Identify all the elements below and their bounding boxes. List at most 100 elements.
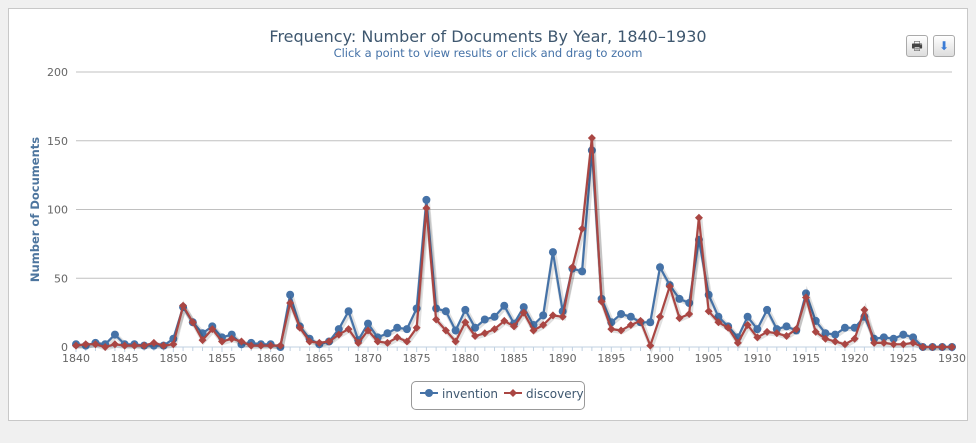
data-point[interactable] (938, 343, 947, 351)
data-point[interactable] (821, 334, 830, 343)
data-point[interactable] (704, 307, 713, 316)
data-point[interactable] (500, 316, 509, 325)
data-point[interactable] (305, 337, 314, 346)
data-point[interactable] (325, 337, 334, 346)
data-point[interactable] (159, 341, 168, 350)
data-point[interactable] (393, 323, 402, 332)
data-point[interactable] (811, 327, 820, 336)
data-point[interactable] (578, 267, 587, 276)
data-point[interactable] (334, 325, 343, 334)
data-point[interactable] (889, 334, 898, 343)
data-point[interactable] (72, 341, 80, 350)
data-point[interactable] (928, 343, 937, 351)
data-point[interactable] (840, 323, 849, 332)
data-point[interactable] (763, 305, 772, 314)
data-point[interactable] (286, 299, 295, 307)
data-point[interactable] (402, 325, 411, 334)
data-point[interactable] (694, 213, 703, 222)
data-point[interactable] (510, 322, 518, 331)
data-point[interactable] (286, 290, 295, 299)
data-point[interactable] (617, 310, 626, 318)
data-point[interactable] (753, 333, 762, 342)
data-point[interactable] (519, 303, 528, 312)
data-point[interactable] (354, 338, 363, 347)
data-point[interactable] (237, 337, 246, 346)
data-point[interactable] (149, 338, 158, 347)
data-point[interactable] (81, 340, 90, 349)
data-point[interactable] (772, 325, 781, 334)
data-point[interactable] (110, 330, 119, 339)
data-point[interactable] (548, 248, 557, 257)
data-point[interactable] (733, 338, 742, 347)
data-point[interactable] (568, 263, 577, 272)
legend-item-invention[interactable]: invention (420, 387, 498, 401)
data-point[interactable] (383, 338, 392, 347)
data-point[interactable] (782, 332, 791, 340)
download-button[interactable]: ⬇ (933, 35, 955, 57)
data-point[interactable] (432, 315, 441, 324)
data-point[interactable] (529, 326, 538, 335)
data-point[interactable] (266, 341, 275, 350)
data-point[interactable] (918, 343, 927, 351)
data-point[interactable] (91, 340, 100, 349)
data-point[interactable] (110, 340, 119, 349)
data-point[interactable] (724, 323, 733, 332)
data-point[interactable] (617, 326, 626, 335)
data-point[interactable] (402, 337, 411, 346)
data-point[interactable] (295, 323, 304, 332)
data-point[interactable] (558, 312, 567, 321)
data-point[interactable] (169, 340, 178, 349)
data-point[interactable] (675, 294, 684, 303)
data-point[interactable] (461, 305, 470, 314)
data-point[interactable] (422, 204, 431, 213)
data-point[interactable] (218, 337, 226, 346)
data-point[interactable] (480, 315, 489, 324)
data-point[interactable] (597, 297, 606, 306)
data-point[interactable] (899, 330, 908, 339)
data-point[interactable] (626, 321, 635, 329)
data-point[interactable] (519, 308, 528, 317)
data-point[interactable] (840, 340, 849, 349)
data-point[interactable] (753, 325, 762, 334)
data-point[interactable] (899, 340, 908, 349)
data-point[interactable] (383, 329, 392, 338)
data-point[interactable] (831, 337, 840, 346)
data-point[interactable] (393, 333, 402, 342)
data-point[interactable] (646, 318, 655, 327)
data-point[interactable] (364, 319, 372, 328)
data-point[interactable] (490, 312, 499, 321)
data-point[interactable] (334, 330, 343, 339)
data-point[interactable] (480, 329, 489, 338)
data-point[interactable] (879, 333, 888, 342)
data-point[interactable] (451, 337, 460, 346)
data-point[interactable] (685, 310, 694, 318)
data-point[interactable] (870, 338, 879, 347)
data-point[interactable] (831, 330, 840, 339)
data-point[interactable] (587, 134, 596, 142)
data-point[interactable] (889, 340, 898, 349)
data-point[interactable] (471, 332, 480, 340)
data-point[interactable] (792, 325, 801, 334)
data-point[interactable] (412, 323, 421, 332)
data-point[interactable] (802, 293, 810, 302)
data-point[interactable] (276, 341, 285, 350)
data-point[interactable] (364, 326, 372, 335)
data-point[interactable] (782, 322, 791, 331)
print-button[interactable]: 🖶 (906, 35, 928, 57)
data-point[interactable] (646, 341, 655, 350)
data-point[interactable] (772, 329, 781, 338)
data-point[interactable] (188, 318, 197, 327)
data-point[interactable] (802, 289, 810, 298)
data-point[interactable] (208, 325, 217, 334)
data-point[interactable] (500, 301, 509, 310)
data-point[interactable] (821, 329, 830, 338)
data-point[interactable] (626, 312, 635, 321)
data-point[interactable] (656, 263, 664, 272)
data-point[interactable] (422, 195, 431, 204)
legend-item-discovery[interactable]: discovery (504, 387, 584, 401)
data-point[interactable] (656, 312, 664, 321)
data-point[interactable] (675, 314, 684, 323)
data-point[interactable] (948, 343, 956, 351)
data-point[interactable] (315, 338, 324, 347)
data-point[interactable] (539, 311, 548, 320)
